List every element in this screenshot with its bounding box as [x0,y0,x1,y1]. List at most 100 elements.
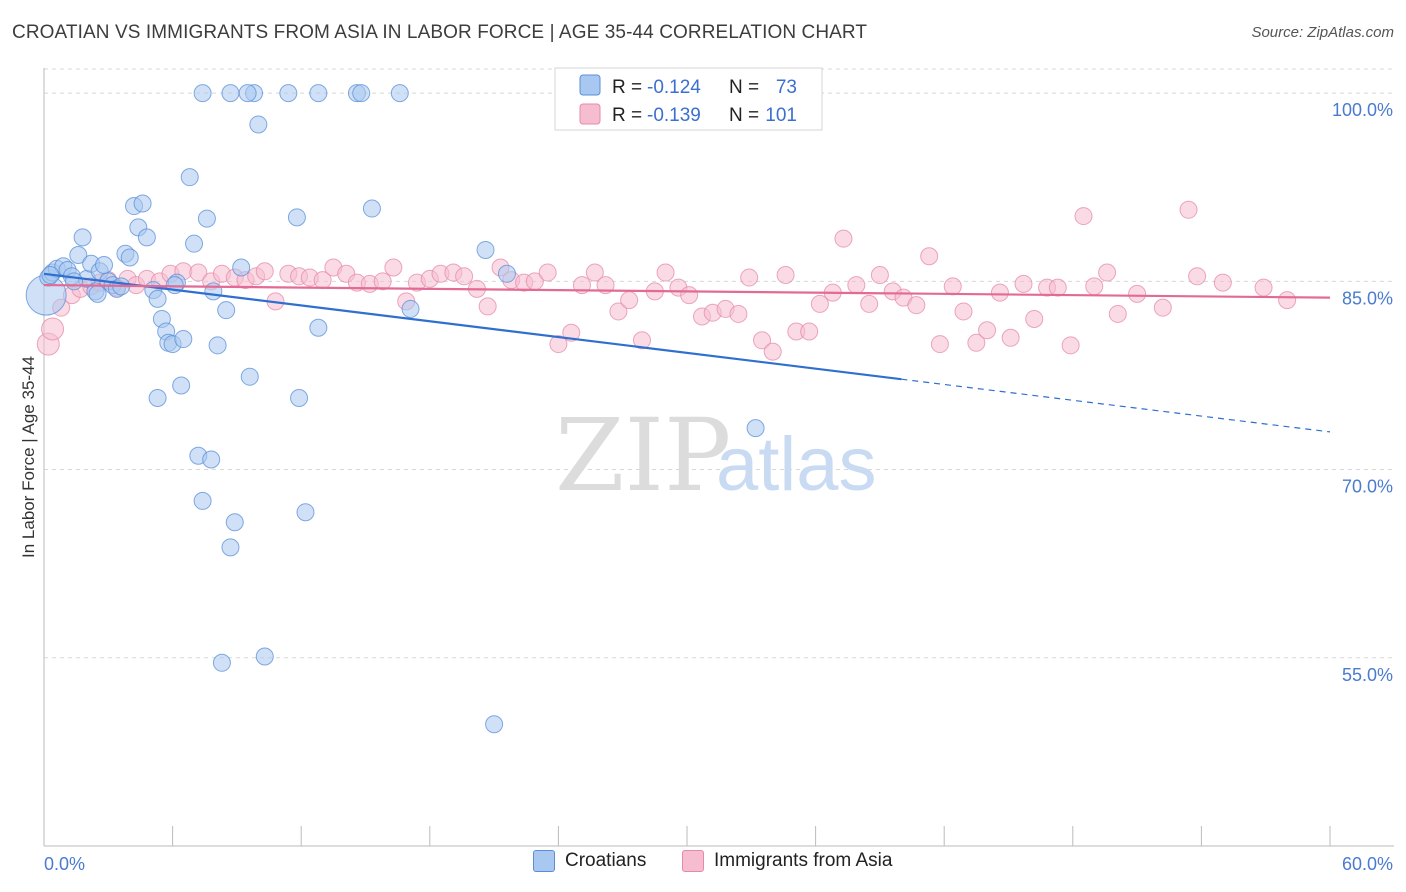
croatians-point [238,84,257,103]
asia-point [373,272,392,291]
croatians-point [309,318,328,337]
asia-point [1153,298,1172,317]
legend-croatians-r-value: -0.124 [647,77,701,98]
asia-point [680,286,699,305]
bottom-legend-croatians-swatch [533,850,555,872]
croatians-point [352,84,371,103]
asia-point [978,321,997,340]
asia-point [1085,277,1104,296]
asia-point [1179,200,1198,219]
asia-point [870,266,889,285]
croatians-point [309,84,328,103]
croatians-trend-extension [901,378,1331,433]
croatians-point [133,194,152,213]
x-ticks [43,826,1331,846]
asia-point [729,304,748,323]
asia-point [1108,304,1127,323]
croatians-point [217,301,236,320]
asia-point [847,276,866,295]
asia-point [609,302,628,321]
croatians-point [73,228,92,247]
bottom-legend-asia-swatch [682,850,704,872]
croatians-point [476,240,495,259]
asia-point [1098,263,1117,282]
croatians-point [193,491,212,510]
y-tick-label: 55.0% [1342,665,1393,685]
asia-point [1074,207,1093,226]
watermark-atlas: atlas [716,422,877,507]
asia-point [740,268,759,287]
croatians-point [287,208,306,227]
croatians-point [204,282,223,301]
croatians-point [137,228,156,247]
asia-point [656,263,675,282]
croatians-point [401,299,420,318]
grid-lines [44,68,1394,659]
croatians-point [279,84,298,103]
asia-point [1025,309,1044,328]
bottom-legend-asia-label: Immigrants from Asia [714,850,893,871]
croatians-point [180,168,199,187]
croatians-point [88,284,107,303]
asia-point [538,263,557,282]
asia-point [1061,336,1080,355]
series-asia-points [36,200,1297,361]
legend-croatians-r-label: R = [612,77,642,98]
watermark-zip: ZIP [555,397,731,514]
asia-point [930,335,949,354]
top-legend: R = -0.124 N = 73 R = -0.139 N = 101 [554,67,823,131]
asia-point [810,294,829,313]
asia-point [954,302,973,321]
croatians-point [185,234,204,253]
croatians-point [208,336,227,355]
trend-lines [43,272,1331,433]
legend-asia-n-label: N = [729,105,759,126]
chart-source: Source: ZipAtlas.com [1251,24,1394,41]
legend-asia-n-value: 101 [765,105,797,126]
y-tick-label: 70.0% [1342,477,1393,497]
croatians-point [172,376,191,395]
asia-point [620,291,639,310]
asia-point [455,267,474,286]
asia-point [255,262,274,281]
croatians-point [202,450,221,469]
asia-point [967,333,986,352]
croatians-point [174,330,193,349]
asia-point [1188,267,1207,286]
croatians-point [221,84,240,103]
asia-point [920,247,939,266]
bottom-legend: Croatians Immigrants from Asia [0,850,1406,880]
croatians-point [225,513,244,532]
y-tick-label: 85.0% [1342,288,1393,308]
croatians-point [362,199,381,218]
croatians-point [148,289,167,308]
asia-point [943,277,962,296]
chart-title: CROATIAN VS IMMIGRANTS FROM ASIA IN LABO… [12,22,868,43]
croatians-point [497,264,516,283]
croatians-point [212,653,231,672]
asia-point [1254,278,1273,297]
y-tick-labels: 55.0% 70.0% 85.0% 100.0% [1332,100,1393,685]
croatians-point [197,209,216,228]
croatians-point [148,389,167,408]
croatians-point [120,248,139,267]
asia-point [596,276,615,295]
asia-point [834,229,853,248]
asia-point [384,258,403,277]
croatians-point [65,272,84,291]
asia-trend-line [43,283,1331,299]
croatians-point [485,715,504,734]
asia-point [1213,273,1232,292]
asia-point [189,263,208,282]
croatians-point [255,647,274,666]
asia-point [907,296,926,315]
croatians-point [193,84,212,103]
croatians-point [95,256,114,275]
croatians-point [221,538,240,557]
asia-point [1128,284,1147,303]
asia-point [1278,291,1297,310]
asia-point [1001,328,1020,347]
croatians-point [296,503,315,522]
asia-point [41,317,65,341]
croatians-point [240,367,259,386]
